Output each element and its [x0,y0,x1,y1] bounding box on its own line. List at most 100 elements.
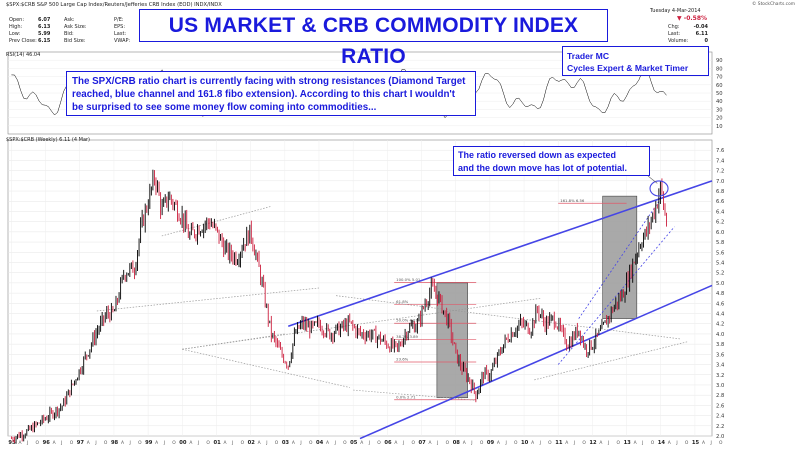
quote-row: Chg: -0.04 [668,24,708,31]
author-tagline: Cycles Expert & Market Timer [567,63,689,73]
quote-row: Volume: 0 [668,38,708,45]
quote-key: Prev Close: [9,38,37,44]
quote-key: Last: [114,31,127,37]
x-month-label: J [94,440,96,446]
x-month-label: O [446,440,450,446]
x-year-label: 05 [350,440,358,446]
y-tick-label: 4.6 [716,301,724,307]
x-month-label: A [292,440,295,446]
y-tick-label: 6.0 [716,230,724,236]
x-month-label: A [497,440,500,446]
quote-key: EPS: [114,24,126,30]
inner-channel-line [578,198,662,319]
quote-key: Bid: [64,31,74,37]
callout-pointer [647,175,658,184]
x-month-label: J [265,440,267,446]
quote-date: Tuesday 4-Mar-2014 [650,8,701,14]
commentary-line: reached, blue channel and 161.8 fibo ext… [72,89,456,100]
symbol-line: $SPX:$CRB S&P 500 Large Cap Index/Reuter… [6,2,222,8]
change-pct: ▼ -0.58% [677,15,708,22]
quote-key: Open: [9,17,25,23]
y-tick-label: 3.4 [716,363,725,369]
author-box: Trader MC Cycles Expert & Market Timer [562,46,709,76]
x-month-label: A [258,440,261,446]
x-month-label: O [104,440,108,446]
x-month-label: J [539,440,541,446]
callout-box: The ratio reversed down as expected and … [453,146,650,176]
x-month-label: A [531,440,534,446]
x-month-label: J [299,440,301,446]
y-tick-label: 3.8 [716,342,724,348]
top-highlight-ellipse [649,180,669,197]
x-year-label: 06 [384,440,392,446]
x-month-label: O [36,440,40,446]
x-month-label: O [617,440,621,446]
x-month-label: O [309,440,313,446]
x-month-label: O [206,440,210,446]
quote-col2: Ask: Ask Size: Bid: Bid Size: [64,17,86,45]
y-tick-label: 2.4 [716,414,725,420]
x-month-label: A [702,440,705,446]
x-month-label: A [634,440,637,446]
x-month-label: A [463,440,466,446]
helper-dotted-line [96,287,320,312]
helper-dotted-line [182,333,285,350]
fib-level-label: 100.0% 5.01 [396,277,421,282]
y-tick-label: 4.2 [716,322,724,328]
x-month-label: O [411,440,415,446]
x-month-label: J [163,440,165,446]
y-tick-label: 4.8 [716,291,724,297]
y-tick-label: 5.8 [716,240,724,246]
y-tick-label: 6.6 [716,199,724,205]
quote-key: P/E: [114,17,124,23]
x-month-label: J [60,440,62,446]
y-tick-label: 4.0 [716,332,724,338]
y-tick-label: 6.8 [716,189,724,195]
x-month-label: J [641,440,643,446]
x-month-label: A [394,440,397,446]
x-year-label: 07 [419,440,427,446]
quote-value: -0.04 [693,24,708,30]
fib-level-label: 23.6% [396,357,408,362]
quote-right: Chg: -0.04 Last: 6.11 Volume: 0 [668,24,708,45]
x-month-label: O [651,440,655,446]
commentary-line: be surprised to see some money flow comi… [72,102,377,113]
y-tick-label: 6.4 [716,209,725,215]
rsi-tick-label: 40 [716,99,723,105]
x-year-label: 11 [555,440,563,446]
x-year-label: 04 [316,440,324,446]
x-month-label: J [675,440,677,446]
x-year-label: 96 [43,440,51,446]
chart-title: US MARKET & CRB COMMODITY INDEX RATIO [139,9,608,68]
x-month-label: J [470,440,472,446]
x-year-label: 98 [111,440,119,446]
quote-value: 6.07 [38,17,51,23]
quote-col1: Open: 6.07 High: 6.13 Low: 5.99 Prev Clo… [9,17,50,45]
y-tick-label: 3.0 [716,383,724,389]
callout-line: The ratio reversed down as expected [458,150,617,160]
x-month-label: O [70,440,74,446]
callout-line: and the down move has lot of potential. [458,162,628,173]
watermark: © StockCharts.com [752,2,796,7]
x-month-label: O [275,440,279,446]
x-month-label: J [197,440,199,446]
helper-dotted-line [182,297,542,350]
quote-key: Last: [668,31,681,37]
quote-key: Chg: [668,24,680,30]
x-year-label: 01 [213,440,221,446]
rsi-tick-label: 30 [716,107,723,113]
fib-level-label: 38.2% 3.89 [396,334,418,339]
y-tick-label: 4.4 [716,312,725,318]
x-month-label: J [129,440,131,446]
x-month-label: A [224,440,227,446]
fib-level-label: 61.8% [396,299,408,304]
x-month-label: A [429,440,432,446]
x-month-label: A [565,440,568,446]
x-year-label: 95 [8,440,16,446]
x-month-label: A [360,440,363,446]
y-tick-label: 7.4 [716,158,725,164]
x-month-label: J [436,440,438,446]
author-name: Trader MC [567,51,610,61]
